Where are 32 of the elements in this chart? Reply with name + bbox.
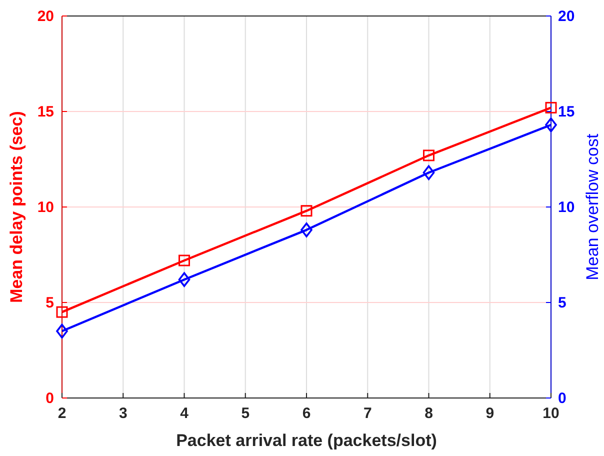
x-tick-label: 10 bbox=[542, 405, 560, 422]
point bbox=[56, 306, 68, 318]
point bbox=[300, 205, 312, 217]
x-axis-title: Packet arrival rate (packets/slot) bbox=[176, 431, 437, 450]
x-tick-label: 3 bbox=[118, 405, 128, 422]
x-tick-label: 2 bbox=[58, 405, 66, 422]
x-tick-label: 8 bbox=[424, 405, 433, 422]
point bbox=[300, 222, 312, 238]
x-tick-label: 6 bbox=[302, 405, 311, 422]
x-tick-label: 4 bbox=[180, 405, 190, 422]
y2-tick-label: 5 bbox=[558, 294, 566, 312]
y2-tick-label: 10 bbox=[558, 199, 575, 216]
point bbox=[545, 117, 557, 132]
point bbox=[178, 254, 190, 266]
y-axis-title: Mean delay points (sec) bbox=[7, 111, 26, 303]
point bbox=[545, 102, 557, 114]
point bbox=[422, 165, 435, 180]
point bbox=[56, 324, 68, 339]
y-tick-label: 20 bbox=[37, 8, 54, 25]
y-tick-label: 15 bbox=[37, 104, 54, 120]
y2-tick-label: 15 bbox=[558, 104, 575, 120]
y-tick-label: 10 bbox=[37, 199, 54, 216]
y2-tick-label: 20 bbox=[558, 8, 575, 25]
y2-tick-label: 0 bbox=[558, 390, 566, 407]
point bbox=[178, 272, 190, 287]
y2-axis-title: Mean overflow cost bbox=[583, 134, 602, 280]
x-tick-label: 9 bbox=[486, 405, 494, 422]
y-tick-label: 5 bbox=[46, 294, 54, 312]
y-tick-label: 0 bbox=[46, 390, 54, 407]
point bbox=[423, 150, 434, 162]
x-tick-label: 5 bbox=[241, 405, 250, 422]
x-tick-label: 7 bbox=[363, 405, 372, 422]
